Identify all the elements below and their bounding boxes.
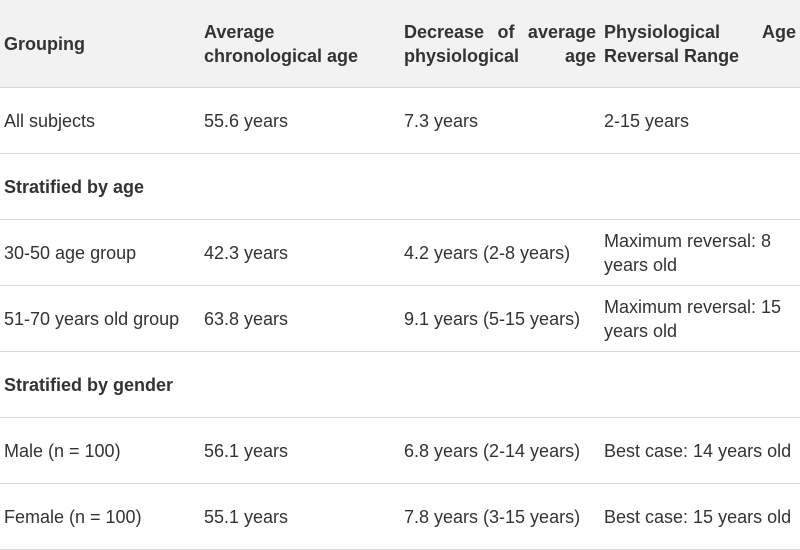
table-row: 51-70 years old group 63.8 years 9.1 yea… [0, 285, 800, 352]
cell-reversal-range: Best case: 15 years old [600, 483, 800, 550]
cell-reversal-range: Maximum reversal: 15 years old [600, 285, 800, 352]
cell-reversal-range: 2-15 years [600, 87, 800, 154]
header-average-chronological-age: Average chronological age [200, 0, 400, 88]
cell-decrease: 4.2 years (2-8 years) [400, 219, 600, 286]
table-header-row: Grouping Average chronological age Decre… [0, 0, 800, 88]
cell-decrease: 7.3 years [400, 87, 600, 154]
table-row: All subjects 55.6 years 7.3 years 2-15 y… [0, 87, 800, 154]
cell-grouping: Male (n = 100) [0, 417, 200, 484]
cell-reversal-range: Maximum reversal: 8 years old [600, 219, 800, 286]
header-decrease-physiological-age: Decrease of average physiological age [400, 0, 600, 88]
table-row: Male (n = 100) 56.1 years 6.8 years (2-1… [0, 417, 800, 484]
group-row: Stratified by gender [0, 351, 800, 418]
header-grouping: Grouping [0, 0, 200, 88]
cell-average-age: 42.3 years [200, 219, 400, 286]
cell-decrease: 6.8 years (2-14 years) [400, 417, 600, 484]
cell-grouping: 30-50 age group [0, 219, 200, 286]
group-label: Stratified by age [0, 153, 800, 220]
cell-average-age: 63.8 years [200, 285, 400, 352]
cell-average-age: 55.6 years [200, 87, 400, 154]
table-row: 30-50 age group 42.3 years 4.2 years (2-… [0, 219, 800, 286]
header-line-2: Reversal Range [604, 45, 740, 66]
group-label: Stratified by gender [0, 351, 800, 418]
header-word-age: Age [761, 21, 796, 42]
cell-average-age: 56.1 years [200, 417, 400, 484]
header-decrease-text: Decrease of average physiological age [404, 21, 596, 66]
cell-decrease: 9.1 years (5-15 years) [400, 285, 600, 352]
table-row: Female (n = 100) 55.1 years 7.8 years (3… [0, 483, 800, 550]
cell-grouping: All subjects [0, 87, 200, 154]
header-age-reversal-range: Physiological Age Reversal Range [600, 0, 800, 88]
header-word-physiological: Physiological [604, 21, 721, 42]
group-row: Stratified by age [0, 153, 800, 220]
cell-grouping: Female (n = 100) [0, 483, 200, 550]
cell-average-age: 55.1 years [200, 483, 400, 550]
cell-grouping: 51-70 years old group [0, 285, 200, 352]
header-line-1: Physiological Age [604, 20, 796, 44]
cell-decrease: 7.8 years (3-15 years) [400, 483, 600, 550]
cell-reversal-range: Best case: 14 years old [600, 417, 800, 484]
